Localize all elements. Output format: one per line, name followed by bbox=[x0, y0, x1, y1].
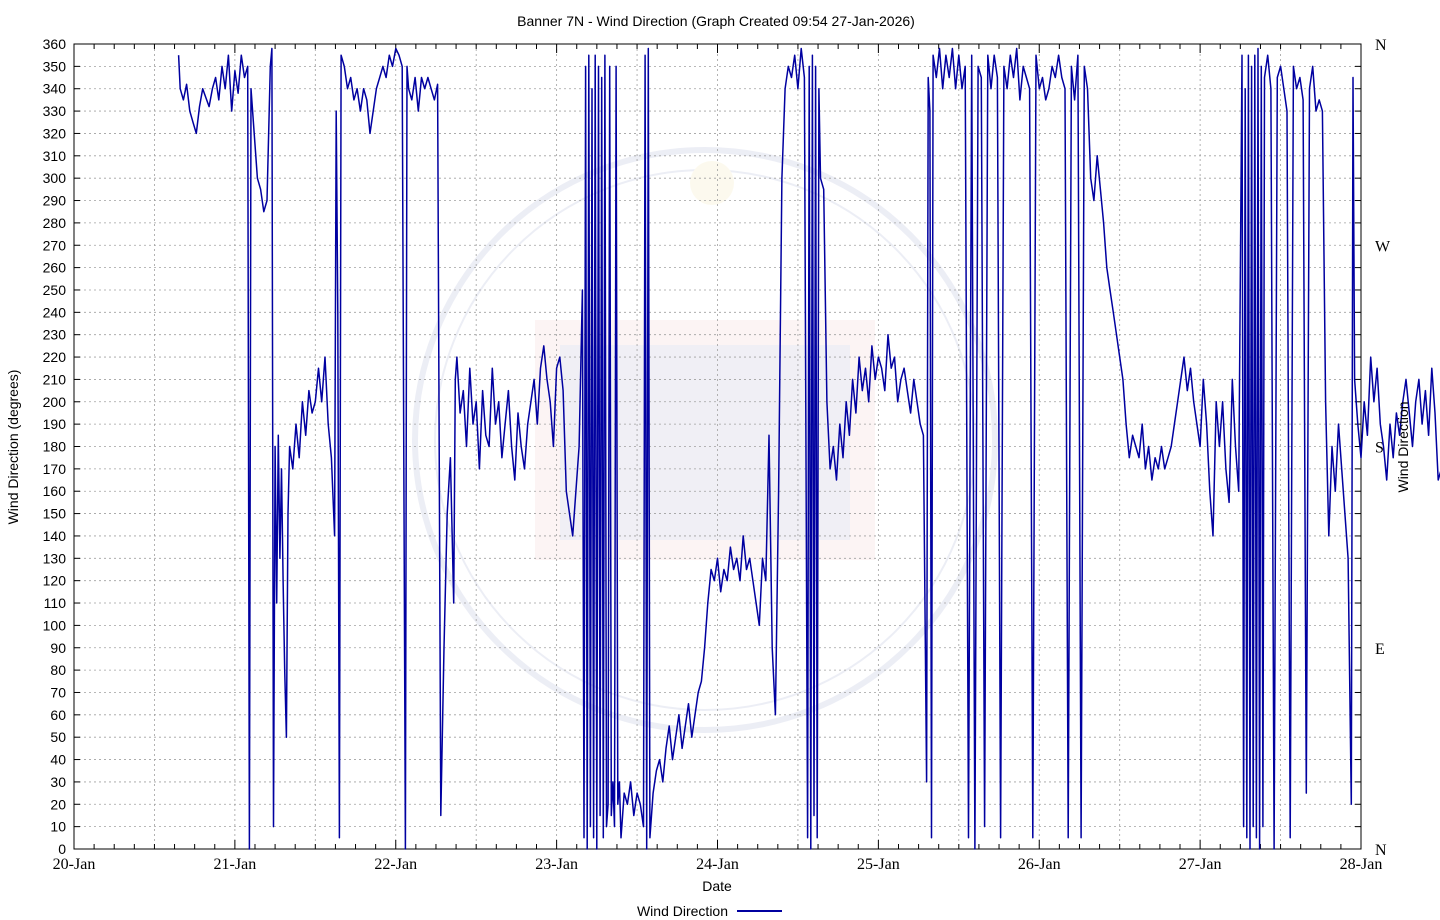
y-tick-label: 210 bbox=[43, 371, 67, 387]
y-tick-label: 60 bbox=[50, 707, 66, 723]
y-tick-label: 240 bbox=[43, 304, 67, 320]
y-tick-label: 120 bbox=[43, 573, 67, 589]
y-axis: 0 10 20 30 40 50 60 70 80 90 100 110 120 130 140 150 160… bbox=[43, 36, 1361, 857]
y-tick-label: 270 bbox=[43, 237, 67, 253]
compass-tick-label: S bbox=[1375, 440, 1384, 457]
y-tick-label: 20 bbox=[50, 796, 66, 812]
y-tick-label: 230 bbox=[43, 327, 67, 343]
y-tick-label: 190 bbox=[43, 416, 67, 432]
y-tick-label: 40 bbox=[50, 752, 66, 768]
x-axis-title: Date bbox=[702, 878, 732, 894]
y-tick-label: 130 bbox=[43, 550, 67, 566]
y-tick-label: 330 bbox=[43, 103, 67, 119]
y-tick-label: 140 bbox=[43, 528, 67, 544]
y-tick-label: 280 bbox=[43, 215, 67, 231]
y-tick-label: 310 bbox=[43, 148, 67, 164]
x-tick-label: 25-Jan bbox=[857, 856, 900, 873]
y-tick-label: 250 bbox=[43, 282, 67, 298]
y-tick-label: 180 bbox=[43, 439, 67, 455]
x-axis: 20-Jan 21-Jan 22-Jan 23-Jan 24-Jan 25-Jan 26-J… bbox=[53, 44, 1383, 873]
y-tick-label: 150 bbox=[43, 506, 67, 522]
x-tick-label: 22-Jan bbox=[374, 856, 417, 873]
series-line-wind-direction bbox=[177, 47, 1440, 850]
y-tick-label: 320 bbox=[43, 125, 67, 141]
x-tick-label: 24-Jan bbox=[696, 856, 739, 873]
y2-axis-title: Wind Direction bbox=[1395, 401, 1411, 492]
x-tick-label: 21-Jan bbox=[214, 856, 257, 873]
y-tick-label: 260 bbox=[43, 260, 67, 276]
y-tick-label: 10 bbox=[50, 819, 66, 835]
x-tick-label: 28-Jan bbox=[1340, 856, 1383, 873]
y-tick-label: 170 bbox=[43, 461, 67, 477]
compass-tick-label: E bbox=[1375, 641, 1385, 658]
y-tick-label: 350 bbox=[43, 58, 67, 74]
x-tick-label: 26-Jan bbox=[1018, 856, 1061, 873]
y-tick-label: 0 bbox=[58, 841, 66, 857]
x-tick-label: 23-Jan bbox=[535, 856, 578, 873]
compass-tick-label: W bbox=[1375, 238, 1391, 255]
y-tick-label: 80 bbox=[50, 662, 66, 678]
compass-axis: N W S E N bbox=[1375, 37, 1391, 859]
y-tick-label: 300 bbox=[43, 170, 67, 186]
series-layer bbox=[177, 47, 1440, 850]
y-tick-label: 220 bbox=[43, 349, 67, 365]
compass-tick-label: N bbox=[1375, 842, 1387, 859]
y-tick-label: 160 bbox=[43, 483, 67, 499]
y-tick-label: 100 bbox=[43, 617, 67, 633]
x-tick-label: 27-Jan bbox=[1179, 856, 1222, 873]
y-tick-label: 110 bbox=[44, 595, 67, 611]
x-tick-label: 20-Jan bbox=[53, 856, 96, 873]
y-tick-label: 340 bbox=[43, 81, 67, 97]
legend: Wind Direction bbox=[637, 903, 782, 919]
y-tick-label: 360 bbox=[43, 36, 67, 52]
y-tick-label: 290 bbox=[43, 193, 67, 209]
y-tick-label: 90 bbox=[50, 640, 66, 656]
y-tick-label: 200 bbox=[43, 394, 67, 410]
chart-title: Banner 7N - Wind Direction (Graph Create… bbox=[517, 13, 915, 29]
grid-lines bbox=[74, 44, 1361, 849]
y-tick-label: 30 bbox=[50, 774, 66, 790]
compass-tick-label: N bbox=[1375, 37, 1387, 54]
legend-label: Wind Direction bbox=[637, 903, 728, 919]
y-tick-label: 50 bbox=[50, 729, 66, 745]
y-tick-label: 70 bbox=[50, 684, 66, 700]
y-axis-title: Wind Direction (degrees) bbox=[5, 370, 21, 525]
